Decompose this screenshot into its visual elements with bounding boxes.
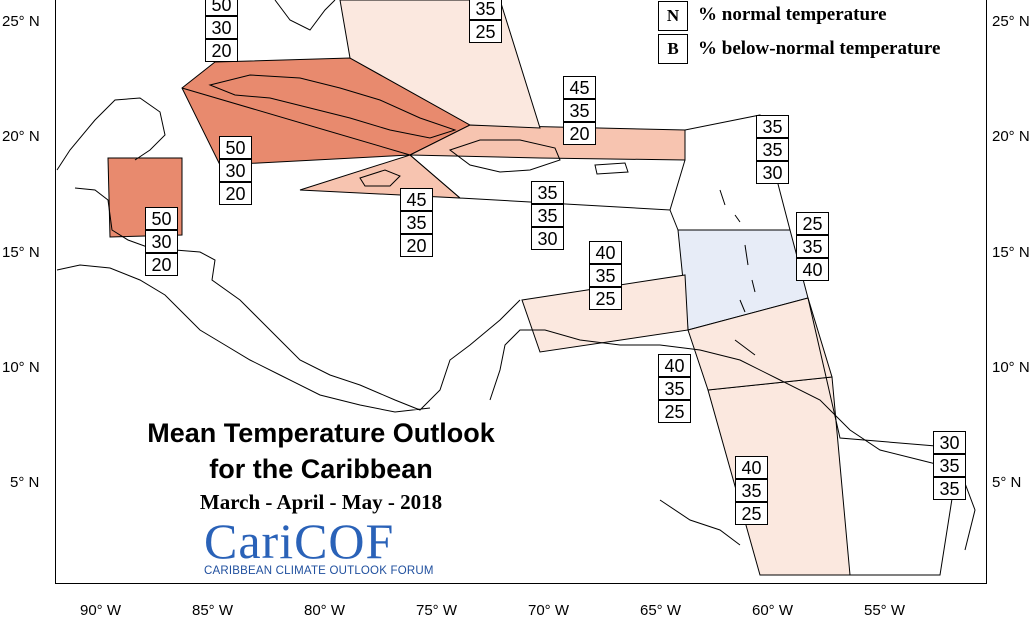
region-belize-value-n: 30: [145, 230, 178, 253]
lon-label-70: 70° W: [528, 602, 570, 619]
map-title-line1: Mean Temperature Outlook: [147, 418, 495, 448]
coast-puerto-rico: [594, 162, 629, 175]
legend-text-normal: % normal temperature: [698, 4, 887, 25]
lat-label-left-20: 20° N: [2, 128, 40, 145]
lon-label-90: 90° W: [80, 602, 122, 619]
lat-label-left-15: 15° N: [2, 244, 40, 261]
region-abc-value-b: 25: [589, 287, 622, 310]
logo-subtitle: CARIBBEAN CLIMATE OUTLOOK FORUM: [204, 565, 434, 577]
lat-label-right-5: 5° N: [992, 474, 1022, 491]
region-cuba-value-n: 30: [219, 159, 252, 182]
lon-label-65: 65° W: [640, 602, 682, 619]
lat-label-left-25: 25° N: [2, 13, 40, 30]
region-french-guiana-value-b: 35: [933, 477, 966, 500]
region-abc-value-n: 35: [589, 264, 622, 287]
region-cuba-value-b: 20: [219, 182, 252, 205]
legend-key-below: B: [658, 34, 688, 64]
map-subtitle: March - April - May - 2018: [199, 490, 443, 514]
region-trinidad-shade: [687, 297, 833, 391]
region-jamaica-shade: [299, 154, 462, 199]
region-hispaniola-value-n: 35: [531, 204, 564, 227]
region-jamaica-value-n: 35: [400, 211, 433, 234]
map-frame: [55, 0, 987, 584]
lon-label-80: 80° W: [304, 602, 346, 619]
region-trinidad-value-a: 40: [658, 354, 691, 377]
region-hispaniola-value-a: 35: [531, 181, 564, 204]
region-hispaniola-value-b: 30: [531, 227, 564, 250]
lat-label-right-15: 15° N: [992, 244, 1030, 261]
region-bahamas-north-value-b: 25: [469, 20, 502, 43]
region-trinidad-value-b: 25: [658, 400, 691, 423]
coast-south-america: [489, 329, 976, 551]
coast-hispaniola: [448, 139, 561, 173]
coast-mexico-central-america: [56, 97, 521, 413]
region-bahamas-north-value-n: 35: [469, 0, 502, 20]
region-windward-value-n: 35: [796, 235, 829, 258]
lat-label-left-10: 10° N: [2, 359, 40, 376]
region-leeward-value-b: 30: [756, 161, 789, 184]
region-bahamas-west-value-b: 20: [205, 39, 238, 62]
logo-wordmark: CariCOF: [204, 513, 395, 569]
region-turks-value-n: 35: [563, 99, 596, 122]
region-belize-value-b: 20: [145, 253, 178, 276]
region-guyana-value-a: 40: [735, 456, 768, 479]
lat-label-left-5: 5° N: [10, 474, 40, 491]
coast-florida: [274, 0, 336, 31]
lon-label-85: 85° W: [192, 602, 234, 619]
coast-jamaica: [359, 169, 401, 187]
region-guyana-shade: [707, 376, 851, 576]
region-jamaica-value-b: 20: [400, 234, 433, 257]
region-french-guiana-value-a: 30: [933, 431, 966, 454]
region-jamaica-value-a: 45: [400, 188, 433, 211]
region-leeward-value-a: 35: [756, 115, 789, 138]
region-turks-value-b: 20: [563, 122, 596, 145]
region-trinidad-value-n: 35: [658, 377, 691, 400]
coast-lesser-antilles: [719, 189, 756, 356]
lon-label-55: 55° W: [864, 602, 906, 619]
region-guyana-value-b: 25: [735, 502, 768, 525]
region-abc-value-a: 40: [589, 241, 622, 264]
coast-cuba: [208, 74, 457, 139]
region-turks-value-a: 45: [563, 76, 596, 99]
lon-label-60: 60° W: [752, 602, 794, 619]
lon-label-75: 75° W: [416, 602, 458, 619]
caricof-logo: CariCOF CARIBBEAN CLIMATE OUTLOOK FORUM: [200, 515, 435, 580]
region-turks-shade: [409, 124, 686, 161]
region-leeward-value-n: 35: [756, 138, 789, 161]
region-guyana-value-n: 35: [735, 479, 768, 502]
region-cuba-value-a: 50: [219, 136, 252, 159]
map-title-line2: for the Caribbean: [209, 454, 433, 484]
region-windward-value-a: 25: [796, 212, 829, 235]
legend-text-below: % below-normal temperature: [698, 38, 941, 59]
lat-label-right-10: 10° N: [992, 359, 1030, 376]
region-windward-value-b: 40: [796, 258, 829, 281]
region-bahamas-west-value-a: 50: [205, 0, 238, 16]
lat-label-right-20: 20° N: [992, 128, 1030, 145]
legend-key-normal: N: [658, 1, 688, 31]
lat-label-right-25: 25° N: [992, 13, 1030, 30]
region-bahamas-west-value-n: 30: [205, 16, 238, 39]
region-french-guiana-value-n: 35: [933, 454, 966, 477]
region-belize-value-a: 50: [145, 207, 178, 230]
